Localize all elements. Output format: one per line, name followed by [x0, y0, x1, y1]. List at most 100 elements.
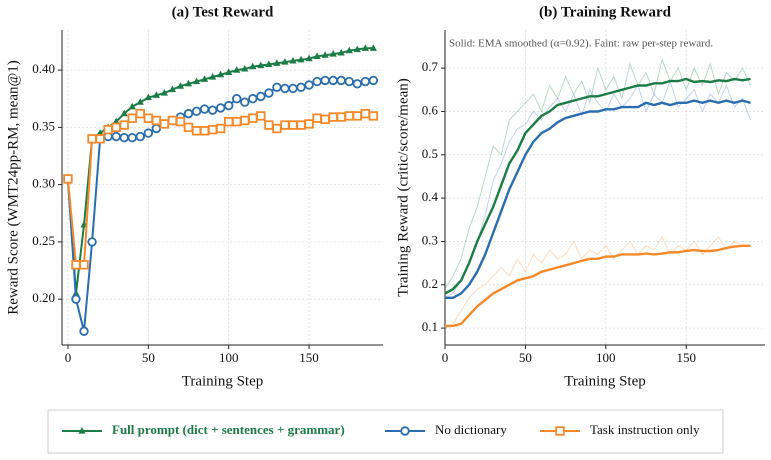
marker — [280, 120, 290, 130]
marker — [352, 111, 362, 121]
marker — [143, 128, 154, 138]
marker — [313, 52, 321, 59]
marker — [257, 61, 265, 69]
marker — [336, 75, 346, 86]
raw-line — [444, 57, 751, 290]
x-tick-label: 50 — [142, 350, 155, 365]
marker — [136, 98, 144, 105]
marker — [240, 115, 250, 126]
series-line — [444, 77, 751, 295]
marker — [152, 91, 160, 98]
marker — [176, 82, 185, 89]
x-tick-label: 0 — [65, 350, 72, 365]
marker — [248, 113, 258, 123]
marker — [127, 132, 137, 143]
annotation: Solid: EMA smoothed (α=0.92). Faint: raw… — [449, 38, 713, 50]
y-tick-label: 0.4 — [422, 189, 439, 204]
marker — [304, 119, 314, 129]
marker — [71, 294, 81, 304]
marker — [241, 64, 249, 72]
marker — [111, 122, 121, 133]
x-tick-label: 150 — [299, 350, 319, 365]
marker — [232, 116, 242, 127]
raw-line — [444, 79, 751, 299]
marker — [296, 120, 306, 130]
y-tick-label: 0.5 — [422, 146, 438, 161]
marker — [288, 83, 298, 94]
legend-label: No dictionary — [435, 422, 507, 437]
marker — [353, 45, 361, 53]
marker — [199, 126, 210, 136]
marker — [328, 112, 338, 122]
marker — [87, 237, 97, 247]
marker — [344, 76, 354, 87]
marker — [103, 124, 113, 135]
marker — [119, 132, 129, 143]
marker — [183, 122, 194, 133]
marker — [329, 50, 337, 57]
marker — [200, 75, 209, 82]
marker — [240, 97, 250, 107]
marker — [160, 89, 168, 96]
legend-label: Full prompt (dict + sentences + grammar) — [112, 422, 345, 437]
marker — [135, 131, 145, 142]
marker — [215, 103, 226, 113]
marker — [361, 44, 369, 51]
marker — [184, 79, 193, 87]
marker — [272, 123, 282, 134]
marker — [312, 76, 322, 87]
marker — [128, 102, 136, 110]
marker — [297, 55, 305, 63]
series-line — [445, 99, 751, 299]
marker — [368, 111, 379, 121]
marker — [71, 260, 81, 270]
marker — [281, 58, 289, 65]
marker — [225, 68, 233, 75]
marker — [223, 116, 234, 127]
marker — [175, 116, 186, 127]
marker — [223, 100, 234, 111]
x-axis-label: Training Step — [564, 373, 646, 389]
y-tick-label: 0.3 — [422, 232, 438, 247]
marker — [95, 134, 105, 144]
y-tick-label: 0.20 — [32, 290, 55, 305]
marker — [144, 93, 152, 101]
marker — [272, 82, 282, 92]
marker — [320, 75, 330, 86]
x-tick-label: 0 — [442, 350, 449, 365]
marker — [232, 94, 242, 104]
y-axis-label: Reward Score (WMT24pp-RM, mean@1) — [5, 60, 21, 315]
marker — [191, 126, 202, 136]
chart-title: (b) Training Reward — [539, 4, 672, 20]
y-tick-label: 0.40 — [32, 61, 55, 76]
series-line — [445, 244, 751, 328]
marker — [199, 104, 210, 114]
marker — [337, 48, 345, 56]
y-tick-label: 0.35 — [32, 118, 55, 133]
marker — [273, 59, 281, 66]
marker — [151, 115, 162, 126]
marker — [296, 82, 306, 92]
marker — [264, 120, 274, 130]
legend-label: Task instruction only — [590, 422, 700, 437]
marker — [192, 77, 201, 85]
marker — [360, 108, 371, 119]
x-axis-label: Training Step — [182, 373, 264, 389]
x-tick-label: 150 — [676, 350, 696, 365]
marker — [112, 117, 120, 125]
marker — [151, 123, 162, 134]
marker — [79, 260, 89, 270]
marker — [304, 80, 314, 90]
marker — [207, 105, 218, 115]
marker — [167, 115, 178, 126]
marker — [248, 94, 258, 104]
marker — [135, 108, 145, 119]
marker — [191, 106, 202, 117]
y-tick-label: 0.6 — [422, 102, 439, 117]
marker — [87, 134, 97, 144]
marker — [209, 72, 217, 80]
y-tick-label: 0.1 — [422, 319, 438, 334]
marker — [280, 83, 290, 94]
legend-marker — [555, 426, 565, 436]
